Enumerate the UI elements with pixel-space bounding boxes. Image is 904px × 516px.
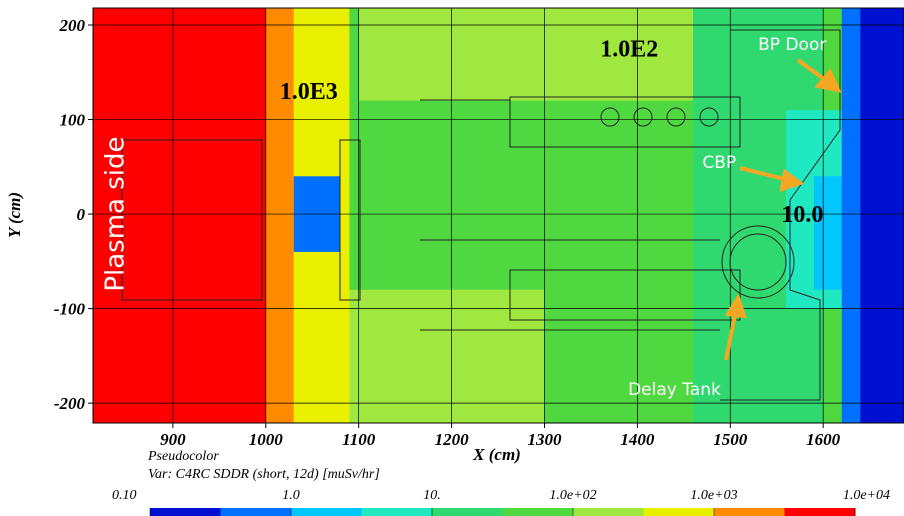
y-tick-label: 0 bbox=[77, 205, 86, 224]
page: {"chart_data": { "type": "pseudocolor", … bbox=[0, 0, 904, 516]
colorbar-label: 1.0e+02 bbox=[549, 488, 596, 503]
annotation: 1.0E2 bbox=[600, 37, 658, 63]
colorbar-label: 10. bbox=[423, 488, 441, 503]
chart: X (cm) Y (cm) Pseudocolor Var: C4RC SDDR… bbox=[0, 0, 904, 516]
x-tick-label: 1000 bbox=[249, 430, 284, 449]
x-tick-label: 1600 bbox=[806, 430, 841, 449]
colorbar-label: 0.10 bbox=[112, 488, 137, 503]
region-label: Plasma side bbox=[101, 136, 131, 291]
colorbar-label: 1.0 bbox=[282, 488, 300, 503]
x-axis-label: X (cm) bbox=[472, 445, 521, 464]
y-tick-label: -100 bbox=[54, 300, 86, 319]
annotation: 1.0E3 bbox=[280, 79, 338, 105]
colorbar-segment bbox=[644, 508, 715, 516]
colorbar-label: 1.0e+03 bbox=[690, 488, 737, 503]
colorbar-segment bbox=[362, 508, 433, 516]
colorbar-segment bbox=[573, 508, 644, 516]
x-tick-label: 1200 bbox=[435, 430, 470, 449]
y-tick-label: -200 bbox=[54, 394, 86, 413]
colorbar-segment bbox=[150, 508, 221, 516]
colorbar-segment bbox=[221, 508, 292, 516]
colorbar-segment bbox=[714, 508, 785, 516]
colorbar-segment bbox=[432, 508, 503, 516]
colorbar-segment bbox=[503, 508, 574, 516]
plot-name: Pseudocolor bbox=[147, 449, 219, 464]
y-axis-label: Y (cm) bbox=[5, 192, 24, 238]
callout: CBP bbox=[702, 153, 736, 173]
colorbar-segment bbox=[291, 508, 362, 516]
colorbar-label: 1.0e+04 bbox=[843, 488, 890, 503]
dose-zone bbox=[860, 8, 904, 423]
y-tick-label: 100 bbox=[60, 111, 86, 130]
callout: BP Door bbox=[758, 35, 826, 55]
x-tick-label: 900 bbox=[160, 430, 186, 449]
x-tick-label: 1400 bbox=[620, 430, 655, 449]
variable: Var: C4RC SDDR (short, 12d) [muSv/hr] bbox=[148, 467, 380, 482]
x-tick-label: 1100 bbox=[342, 430, 376, 449]
y-tick-label: 200 bbox=[59, 16, 86, 35]
x-tick-label: 1300 bbox=[527, 430, 562, 449]
annotation: 10.0 bbox=[781, 202, 823, 228]
callout: Delay Tank bbox=[628, 380, 721, 400]
colorbar-segment bbox=[785, 508, 856, 516]
x-tick-label: 1500 bbox=[713, 430, 748, 449]
